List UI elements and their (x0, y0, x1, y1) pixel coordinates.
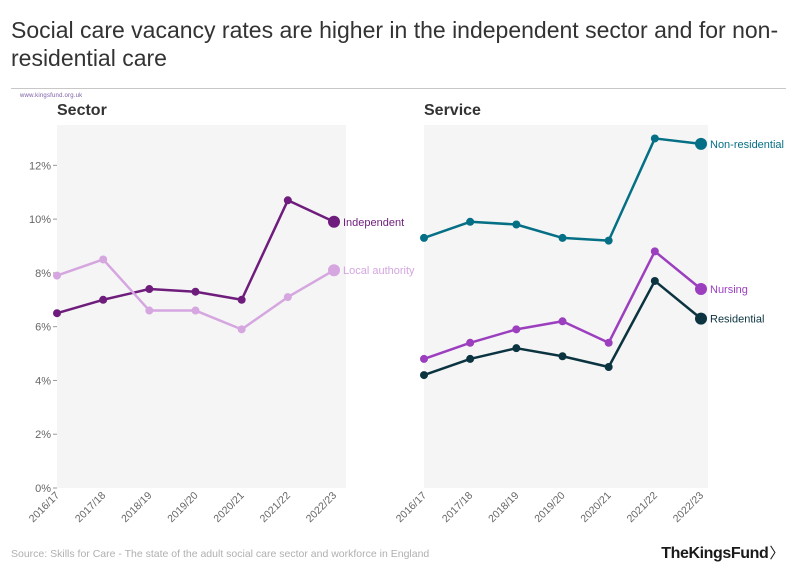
plot-area-1 (424, 125, 708, 488)
data-point (558, 233, 567, 242)
x-tick-label: 2020/21 (211, 490, 246, 525)
data-point (650, 134, 659, 143)
data-point (420, 371, 428, 380)
x-tick-label: 2022/23 (304, 490, 339, 525)
x-tick-label: 2018/19 (119, 490, 154, 525)
x-tick-label: 2016/17 (394, 490, 429, 525)
data-point (191, 287, 200, 296)
data-point (53, 271, 61, 280)
plot-area-0 (57, 125, 346, 488)
data-point (328, 215, 340, 228)
y-tick-label: 8% (35, 268, 51, 280)
chevron-right-icon: 〉 (769, 545, 784, 562)
data-point (328, 264, 340, 277)
data-point (420, 354, 428, 363)
x-tick-label: 2017/18 (73, 490, 108, 525)
x-tick-label: 2019/20 (532, 490, 567, 525)
data-point (99, 255, 108, 264)
x-tick-label: 2017/18 (440, 490, 475, 525)
series-label: Residential (710, 314, 764, 326)
panel-title-service: Service (424, 102, 481, 119)
data-point (604, 338, 613, 347)
data-point (558, 317, 567, 326)
data-point (466, 354, 475, 363)
kings-fund-logo: TheKingsFund〉 (661, 542, 784, 563)
data-point (512, 344, 521, 353)
y-tick-label: 10% (29, 214, 51, 226)
title-divider (11, 88, 786, 89)
data-point (604, 363, 613, 371)
y-tick-label: 12% (29, 160, 51, 172)
data-point (283, 293, 292, 302)
data-point (695, 283, 707, 296)
y-tick-label: 0% (35, 483, 51, 495)
data-point (283, 196, 292, 205)
data-point (466, 338, 475, 347)
data-point (145, 306, 154, 315)
x-tick-label: 2020/21 (578, 490, 613, 525)
x-tick-label: 2021/22 (258, 490, 293, 525)
panel-title-sector: Sector (57, 102, 107, 119)
data-point (99, 295, 108, 304)
x-tick-label: 2021/22 (625, 490, 660, 525)
x-tick-label: 2018/19 (486, 490, 521, 525)
watermark-url: www.kingsfund.org.uk (20, 93, 83, 99)
y-tick-label: 4% (35, 375, 51, 387)
series-label: Non-residential (710, 139, 784, 151)
data-point (420, 233, 428, 242)
source-note: Source: Skills for Care - The state of t… (11, 548, 430, 560)
data-point (466, 217, 475, 226)
data-point (53, 309, 61, 318)
data-point (650, 247, 659, 256)
data-point (512, 220, 521, 229)
data-point (237, 295, 246, 304)
x-tick-label: 2022/23 (671, 490, 706, 525)
y-tick-label: 6% (35, 322, 51, 334)
data-point (695, 312, 707, 325)
data-point (512, 325, 521, 334)
data-point (650, 276, 659, 285)
data-point (191, 306, 200, 315)
chart-title: Social care vacancy rates are higher in … (11, 17, 779, 71)
data-point (558, 352, 567, 361)
series-label: Independent (343, 217, 404, 229)
series-label: Local authority (343, 265, 415, 277)
series-label: Nursing (710, 284, 748, 296)
data-point (604, 236, 613, 245)
x-tick-label: 2019/20 (165, 490, 200, 525)
logo-text: TheKingsFund (661, 545, 769, 562)
data-point (237, 325, 246, 334)
y-tick-label: 2% (35, 429, 51, 441)
data-point (695, 137, 707, 150)
data-point (145, 285, 154, 294)
